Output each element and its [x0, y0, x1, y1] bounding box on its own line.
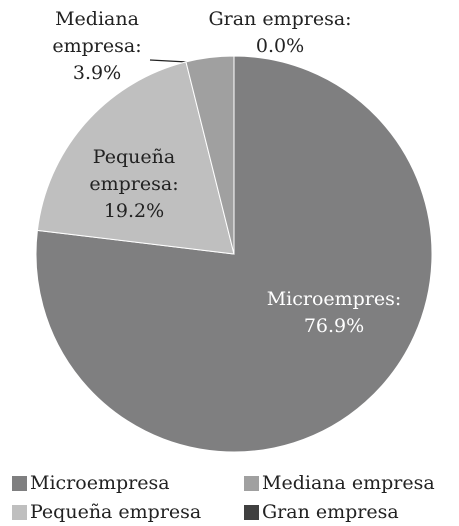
data-label-name: empresa:	[52, 35, 141, 57]
legend-label: Pequeña empresa	[30, 501, 201, 523]
data-label-name: Pequeña	[93, 146, 175, 168]
data-label: 3.9%	[73, 62, 121, 84]
data-label-name: Gran empresa:	[208, 8, 351, 30]
legend-swatch	[12, 505, 27, 520]
data-label-name: Mediana	[55, 8, 139, 30]
data-label: 19.2%	[104, 200, 164, 222]
data-label: 0.0%	[256, 35, 304, 57]
pie-slice	[35, 55, 433, 453]
legend-swatch	[244, 505, 259, 520]
legend-label: Gran empresa	[262, 501, 399, 523]
data-label-name: empresa:	[89, 173, 178, 195]
legend-swatch	[12, 476, 27, 491]
data-label-name: Microempres:	[267, 288, 402, 310]
legend-label: Microempresa	[30, 472, 170, 494]
legend-swatch	[244, 476, 259, 491]
legend-label: Mediana empresa	[262, 472, 435, 494]
pie-slice	[36, 61, 235, 255]
data-label: 76.9%	[304, 315, 364, 337]
